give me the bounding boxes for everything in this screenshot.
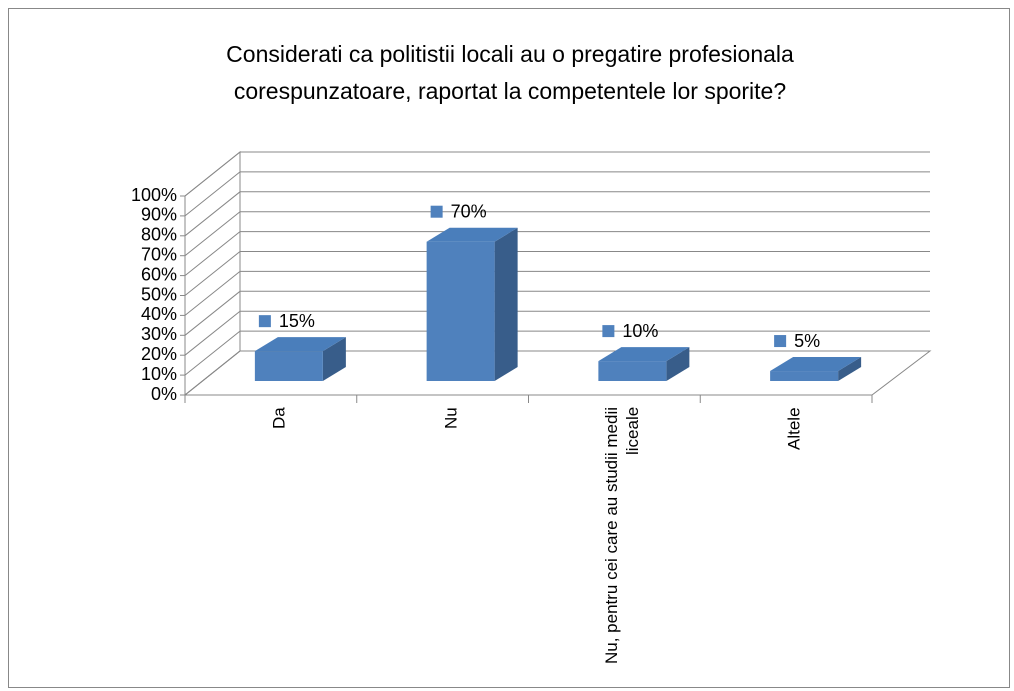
y-tick-label: 20% <box>141 344 177 364</box>
data-label: 15% <box>279 311 315 331</box>
label-marker <box>774 335 787 348</box>
grid-line <box>184 350 930 396</box>
y-tick-label: 50% <box>141 284 177 304</box>
bar-side <box>494 227 518 381</box>
chart-title: Considerati ca politistii locali au o pr… <box>226 41 794 104</box>
x-tick-label: Da <box>269 407 289 429</box>
y-tick-label: 80% <box>141 225 177 245</box>
grid-line <box>184 310 930 356</box>
x-tick-label: Nu <box>441 407 461 429</box>
y-tick-label: 60% <box>141 264 177 284</box>
grid-line <box>184 211 930 257</box>
bar <box>254 351 323 381</box>
grid-line <box>184 270 930 316</box>
data-label: 70% <box>451 201 487 221</box>
x-tick-label: Nu, pentru cei care au studii medii lice… <box>602 407 643 665</box>
x-tick-label: Altele <box>784 407 804 450</box>
y-tick-label: 30% <box>141 324 177 344</box>
bar <box>598 361 667 381</box>
y-tick-label: 10% <box>141 364 177 384</box>
y-tick-label: 100% <box>131 185 177 205</box>
bar-side <box>666 347 690 381</box>
bar-top <box>770 357 862 372</box>
y-tick-label: 40% <box>141 304 177 324</box>
grid-line <box>184 290 930 336</box>
bar <box>426 241 495 381</box>
data-label: 5% <box>794 331 820 351</box>
grid-line <box>184 251 930 296</box>
bar-side <box>322 337 346 381</box>
label-marker <box>430 205 443 218</box>
bar-top <box>254 337 346 352</box>
label-marker <box>602 325 615 338</box>
bar-side <box>838 357 862 381</box>
grid-line <box>184 231 930 276</box>
grid-line <box>184 151 930 197</box>
y-tick-label: 90% <box>141 205 177 225</box>
bar-top <box>598 347 690 362</box>
bar <box>770 371 839 381</box>
grid-line <box>184 171 930 217</box>
label-marker <box>258 315 271 328</box>
grid-line <box>184 191 930 237</box>
y-tick-label: 0% <box>151 384 177 404</box>
data-label: 10% <box>622 321 658 341</box>
grid-line <box>184 330 930 376</box>
y-tick-label: 70% <box>141 244 177 264</box>
bar-top <box>426 227 518 242</box>
